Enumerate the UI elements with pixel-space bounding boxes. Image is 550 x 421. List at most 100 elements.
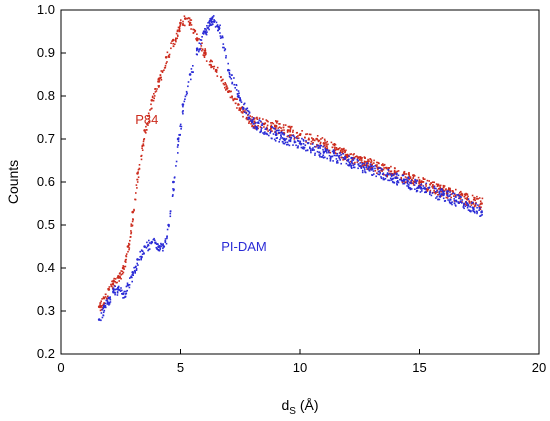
data-point xyxy=(243,111,246,113)
data-point xyxy=(121,292,125,296)
data-point xyxy=(102,314,105,317)
data-point xyxy=(178,134,180,136)
data-point xyxy=(175,40,177,43)
data-point xyxy=(137,171,139,173)
data-point xyxy=(269,132,271,134)
data-point xyxy=(246,107,249,110)
x-tick-label: 10 xyxy=(293,360,307,375)
data-point xyxy=(364,169,366,171)
data-point xyxy=(265,127,268,130)
data-point xyxy=(165,242,168,245)
data-point xyxy=(305,141,307,143)
data-point xyxy=(466,193,469,195)
data-point xyxy=(446,197,449,199)
data-point xyxy=(350,166,352,168)
data-point xyxy=(133,209,135,212)
data-point xyxy=(136,172,139,175)
data-point xyxy=(198,49,200,51)
data-point xyxy=(474,199,476,202)
data-point xyxy=(332,149,335,151)
series-pi-dam xyxy=(97,15,483,322)
data-point xyxy=(376,167,379,170)
data-point xyxy=(429,193,431,196)
data-point xyxy=(209,60,211,63)
data-point xyxy=(386,172,389,174)
data-point xyxy=(268,129,271,131)
data-point xyxy=(343,149,345,152)
data-point xyxy=(136,181,139,183)
data-point xyxy=(215,21,218,24)
data-point xyxy=(278,123,280,125)
data-point xyxy=(288,136,291,139)
data-point xyxy=(335,147,338,149)
data-point xyxy=(474,211,476,214)
data-point xyxy=(479,208,482,211)
data-point xyxy=(184,98,186,100)
data-point xyxy=(190,19,193,21)
data-point xyxy=(446,190,448,193)
data-point xyxy=(441,187,444,190)
data-point xyxy=(356,161,359,163)
data-point xyxy=(198,50,200,53)
data-point xyxy=(119,289,121,291)
data-point xyxy=(166,237,168,240)
data-point xyxy=(102,311,105,314)
data-point xyxy=(125,285,128,288)
data-point xyxy=(406,183,409,185)
data-point xyxy=(99,302,102,304)
data-point xyxy=(467,198,470,200)
data-point xyxy=(148,248,151,250)
data-point xyxy=(447,199,449,201)
data-point xyxy=(271,126,273,128)
data-point xyxy=(323,138,326,141)
data-point xyxy=(201,42,203,44)
data-point xyxy=(425,191,427,194)
data-point xyxy=(355,155,357,158)
data-point xyxy=(282,124,285,126)
data-point xyxy=(102,305,106,309)
data-point xyxy=(416,187,418,190)
data-point xyxy=(188,21,192,25)
data-point xyxy=(225,56,227,59)
data-point xyxy=(293,141,296,144)
data-point xyxy=(314,152,316,155)
data-point xyxy=(480,214,482,217)
data-point xyxy=(270,127,272,129)
data-point xyxy=(426,189,429,192)
data-point xyxy=(142,143,145,145)
data-point xyxy=(154,239,156,242)
data-point xyxy=(209,19,212,22)
data-point xyxy=(329,160,332,162)
data-point xyxy=(215,25,218,27)
data-point xyxy=(369,158,372,160)
data-point xyxy=(233,83,235,86)
data-point xyxy=(150,242,152,245)
data-point xyxy=(232,98,234,101)
data-point xyxy=(331,150,334,153)
data-point xyxy=(336,154,339,157)
data-point xyxy=(336,162,338,164)
data-point xyxy=(205,60,208,62)
data-point xyxy=(393,181,396,184)
data-point xyxy=(204,32,206,34)
data-point xyxy=(199,48,201,50)
data-point xyxy=(420,188,422,190)
data-point xyxy=(126,289,128,292)
data-point xyxy=(442,184,445,187)
data-point xyxy=(408,172,410,174)
data-point xyxy=(350,153,353,155)
data-point xyxy=(463,207,465,210)
data-point xyxy=(440,193,443,195)
data-point xyxy=(236,95,239,98)
data-point xyxy=(219,35,222,37)
data-point xyxy=(217,29,219,32)
data-point xyxy=(306,149,309,152)
data-point xyxy=(417,176,420,179)
data-point xyxy=(400,176,402,179)
data-point xyxy=(238,103,240,106)
data-point xyxy=(109,301,112,303)
data-point xyxy=(282,138,285,140)
data-point xyxy=(196,33,198,35)
data-point xyxy=(433,187,436,190)
data-point xyxy=(320,138,322,140)
